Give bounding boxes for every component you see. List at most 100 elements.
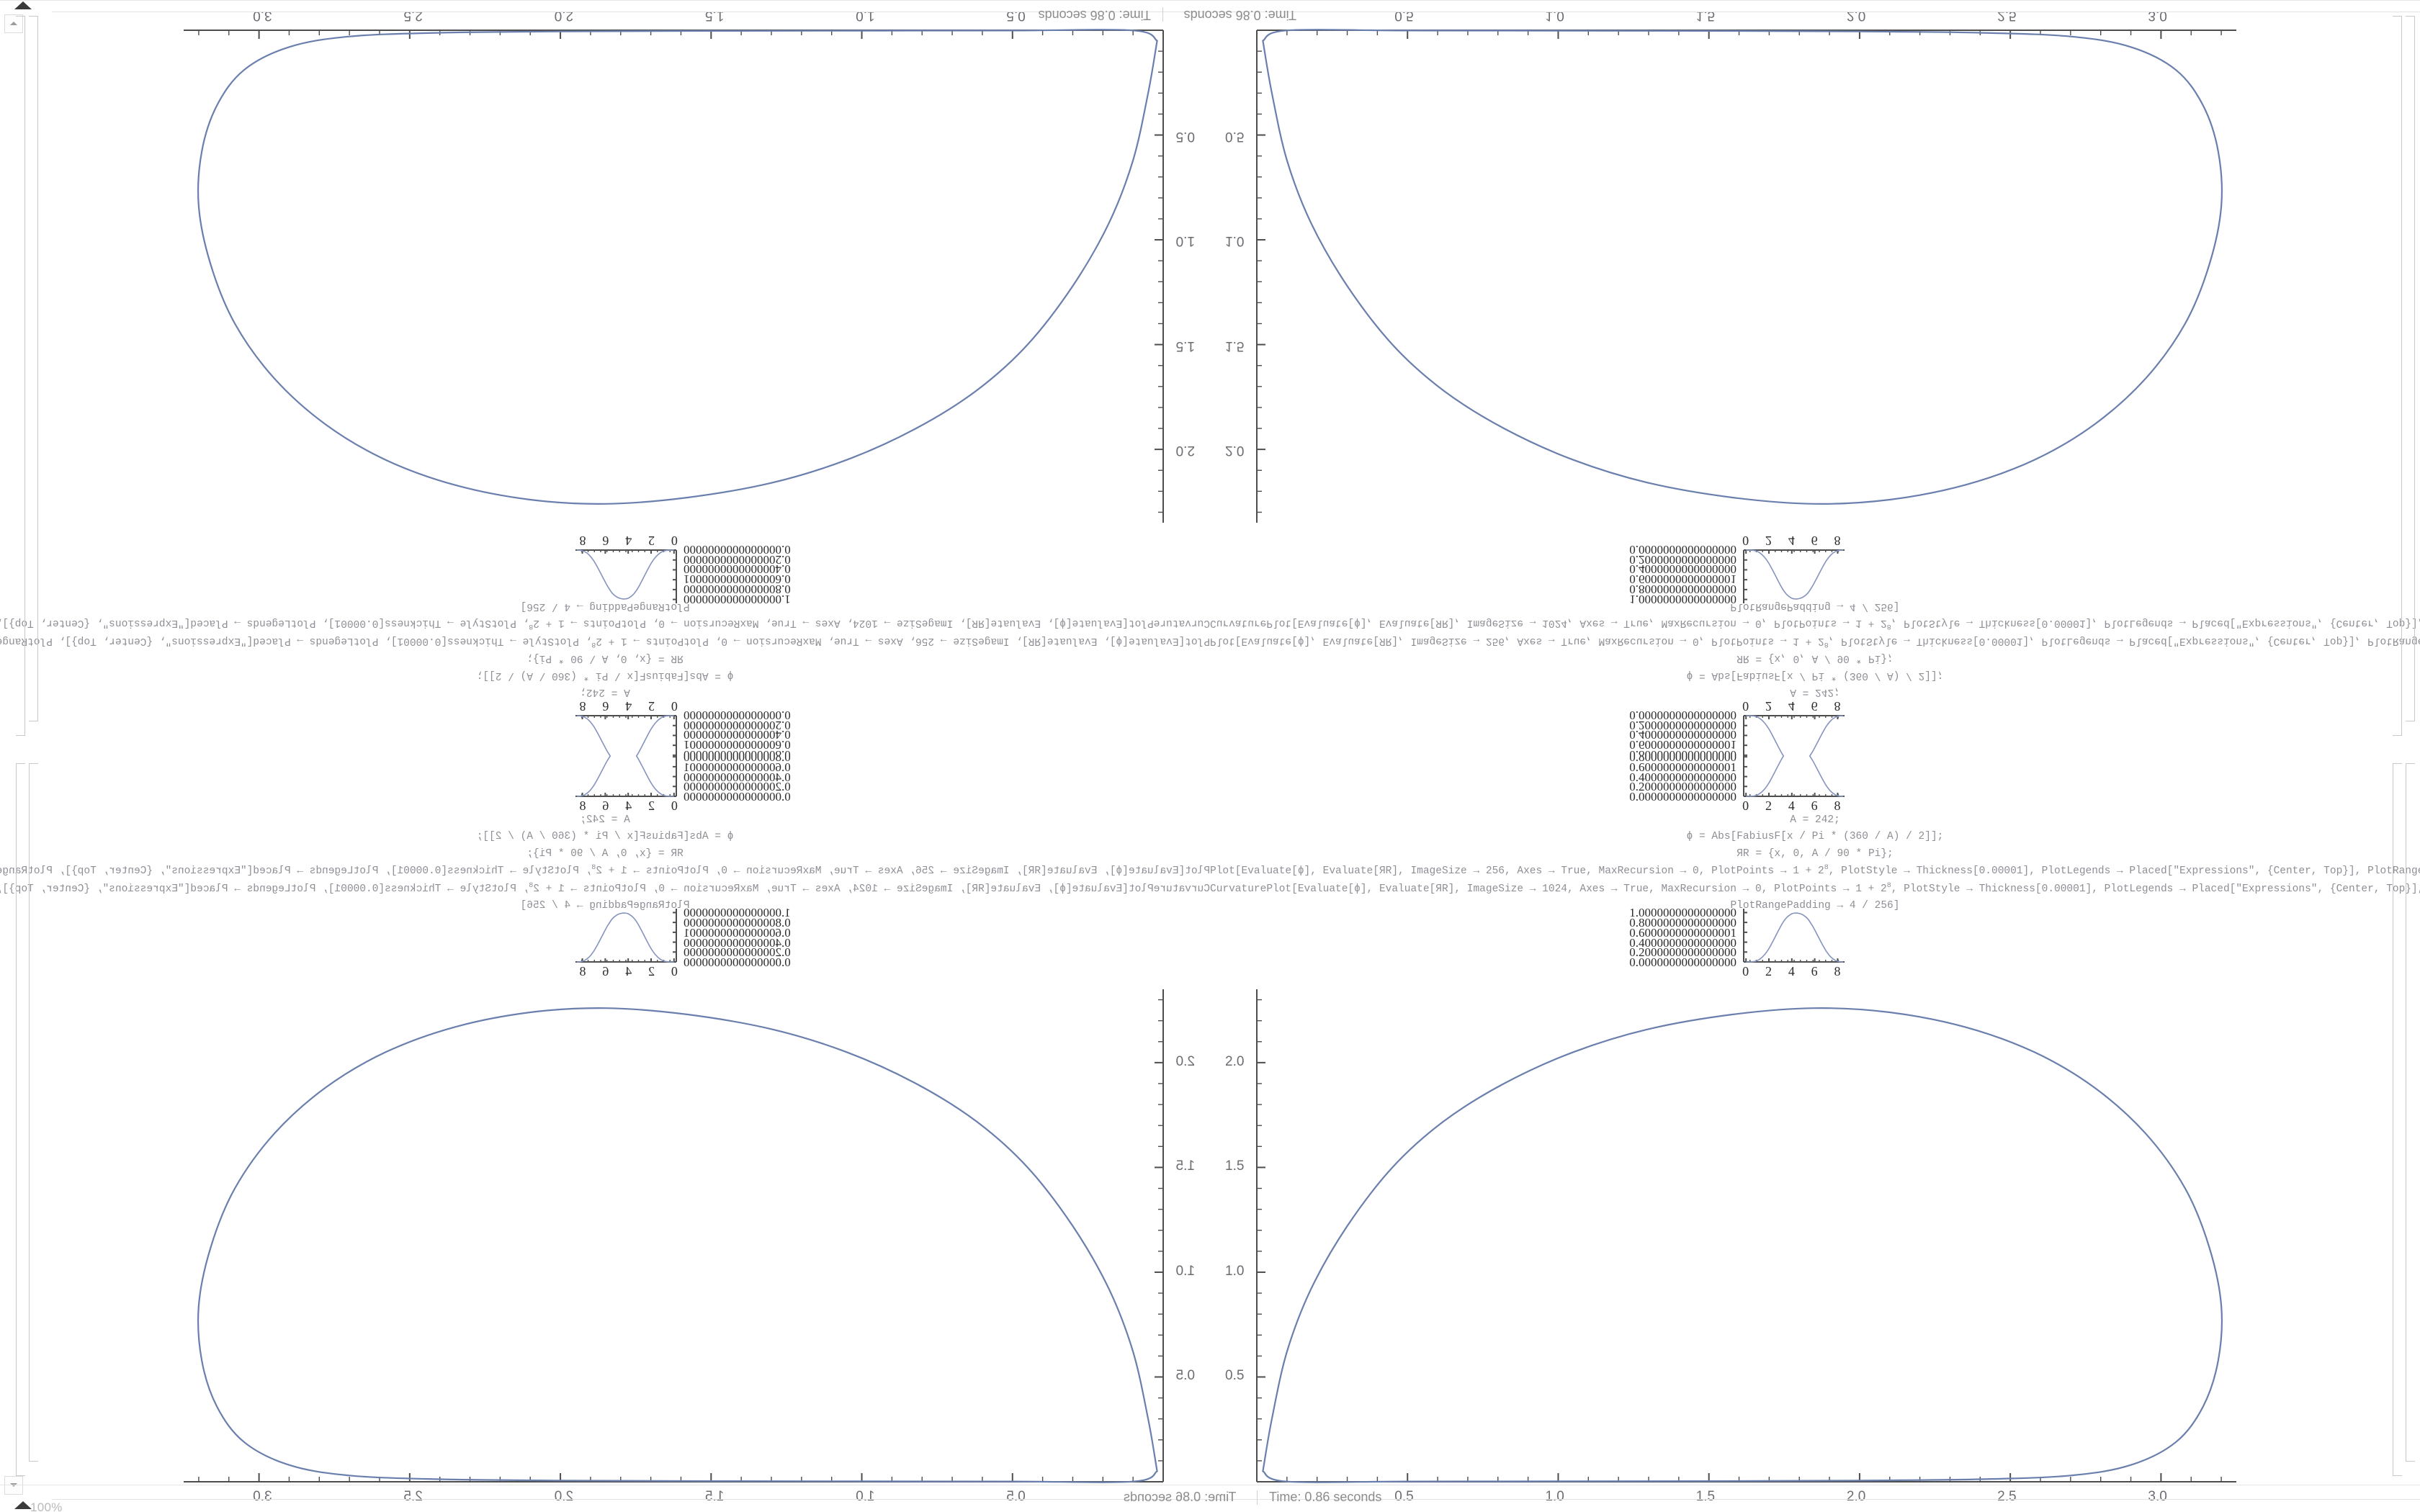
plot-axes — [1256, 30, 2236, 523]
legend-y-tick-label: 1.0000000000000000 — [1629, 906, 1736, 920]
legend-y-tick-label: 0.8000000000000000 — [1629, 756, 1736, 765]
y-tick-label: 0.5 — [1225, 128, 1245, 144]
code-line-5-b: , PlotStyle → Thickness[0.00001], PlotLe… — [0, 883, 529, 895]
y-tick-label: 2.0 — [1175, 443, 1195, 459]
y-tick-label: 1.5 — [1175, 338, 1195, 354]
code-exp-8: 8 — [529, 622, 534, 631]
cell-bracket-2[interactable] — [29, 16, 38, 721]
legend-x-tick-label: 6 — [602, 798, 609, 813]
legend-inset-curve — [576, 549, 674, 600]
legend-inset-top[interactable]: 1.00000000000000000.80000000000000000.60… — [574, 699, 791, 756]
code-line-4-b: , PlotStyle → Thickness[0.00001], PlotLe… — [1828, 865, 2420, 878]
y-tick-label: 1.5 — [1225, 338, 1245, 354]
code-line-4: Plot[Evaluate[ϕ], Evaluate[ЯR], ImageSiz… — [0, 863, 1210, 880]
code-line-4-b: , PlotStyle → Thickness[0.00001], PlotLe… — [0, 634, 592, 647]
legend-inset-curve — [1746, 715, 1844, 756]
code-exp-8: 8 — [529, 881, 534, 890]
y-tick-label: 2.0 — [1225, 1053, 1245, 1069]
y-tick-label: 0.5 — [1175, 128, 1195, 144]
legend-y-tick-label: 0.8000000000000000 — [1629, 916, 1736, 930]
code-line-2: ϕ = Abs[FabiusF[x / Pi * (360 / Α) / 2]]… — [476, 831, 734, 843]
legend-inset-top[interactable]: 1.00000000000000000.80000000000000000.60… — [1629, 699, 1846, 756]
code-line-4-a: Plot[Evaluate[ϕ], Evaluate[ЯR], ImageSiz… — [596, 865, 1210, 878]
legend-inset-top[interactable]: 1.00000000000000000.80000000000000000.60… — [574, 756, 791, 813]
legend-inset-bottom[interactable]: 1.0000000000000000 0.8000000000000000 0.60… — [1629, 534, 1846, 606]
legend-x-tick-label: 2 — [648, 798, 655, 813]
x-tick-label: 0.5 — [1394, 1489, 1414, 1504]
legend-inset-bottom[interactable]: 1.0000000000000000 0.8000000000000000 0.60… — [574, 534, 791, 606]
curvature-plot[interactable]: 0.5 1.0 1.5 2.0 2.5 3.0 0.5 1.0 1.5 2.0 — [169, 985, 1195, 1512]
chevron-up-icon-bottom[interactable] — [14, 1501, 32, 1509]
legend-inset-svg — [575, 715, 677, 756]
legend-inset-svg — [575, 756, 677, 797]
legend-inset-bottom[interactable]: 1.0000000000000000 0.8000000000000000 0.60… — [574, 906, 791, 978]
legend-x-tick-label: 0 — [1742, 699, 1749, 714]
cell-bracket-right-2[interactable] — [2406, 16, 2415, 721]
legend-x-tick-label: 2 — [648, 534, 655, 548]
scroll-up-button[interactable] — [4, 14, 23, 33]
statusbar-bottom: Time: 0.86 seconds Time: 0.86 seconds — [0, 1485, 2420, 1512]
legend-y-tick-label: 0.0000000000000000 — [1629, 708, 1736, 722]
notebook-panel: 0.51.01.52.02.53.0 0.51.01.52.0 1.000000… — [1210, 756, 2420, 1512]
statusbar-time-b: Time: 0.86 seconds — [1269, 1490, 1382, 1504]
legend-x-tick-label: 8 — [579, 798, 586, 813]
code-exp-8: 8 — [591, 639, 596, 648]
curvature-plot-svg — [184, 989, 1164, 1483]
legend-y-tick-label: 0.0000000000000000 — [1629, 955, 1736, 969]
curvature-curve — [197, 1007, 1158, 1483]
code-line-3: ЯR = {x, 0, Α / 90 * Pi}; — [526, 652, 684, 665]
legend-inset-curve — [576, 912, 674, 963]
y-tick-label: 1.0 — [1175, 1263, 1195, 1279]
legend-x-tick-label: 4 — [1788, 798, 1795, 813]
notebook-code-block[interactable]: Α = 242; ϕ = Abs[FabiusF[x / Pi * (360 /… — [1210, 812, 2420, 915]
triangle-up-icon — [10, 22, 17, 25]
legend-y-tick-label: 0.2000000000000000 — [1629, 780, 1736, 794]
code-line-4-a: Plot[Evaluate[ϕ], Evaluate[ЯR], ImageSiz… — [1210, 634, 1824, 647]
zoom-level-label-bottom[interactable]: 100% — [30, 1500, 63, 1512]
curvature-plot-svg — [184, 29, 1164, 523]
notebook-code-block[interactable]: Α = 242; ϕ = Abs[FabiusF[x / Pi * (360 /… — [0, 597, 1210, 700]
legend-y-tick-label: 0.0000000000000000 — [684, 543, 791, 557]
x-tick-label: 1.0 — [1545, 1489, 1564, 1504]
curvature-plot[interactable]: 0.5 1.0 1.5 2.0 2.5 3.0 0.5 1.0 1.5 2.0 — [1225, 0, 2251, 527]
statusbar-top: Time: 0.86 seconds Time: 0.86 seconds — [0, 0, 2420, 27]
legend-inset-top[interactable]: 1.00000000000000000.80000000000000000.60… — [1629, 756, 1846, 813]
code-line-6: PlotRangePadding → 4 / 256] — [1730, 900, 1900, 912]
cell-bracket-1[interactable] — [16, 16, 25, 736]
legend-x-tick-label: 0 — [1742, 798, 1749, 813]
legend-inset-svg — [1743, 756, 1845, 797]
legend-x-tick-label: 0 — [671, 699, 678, 714]
code-line-5: CurvaturePlot[Evaluate[ϕ], Evaluate[ЯR],… — [0, 614, 1210, 631]
legend-inset-bottom[interactable]: 1.0000000000000000 0.8000000000000000 0.60… — [1629, 906, 1846, 978]
statusbar-time-a: Time: 0.86 seconds — [1183, 8, 1296, 22]
curvature-curve — [1262, 29, 2223, 505]
cell-bracket-3[interactable] — [16, 763, 25, 1476]
cell-bracket-right-4[interactable] — [2406, 763, 2415, 1462]
x-tick-label: 1.5 — [1695, 1489, 1716, 1504]
legend-y-tick-label: 0.4000000000000000 — [1629, 770, 1736, 784]
code-line-4: Plot[Evaluate[ϕ], Evaluate[ЯR], ImageSiz… — [1210, 863, 2420, 880]
legend-y-tick-label: 0.0000000000000000 — [1629, 790, 1736, 804]
notebook-panel: 0.51.01.52.02.53.0 0.51.01.52.0 1.000000… — [0, 0, 1210, 756]
cell-bracket-4[interactable] — [29, 763, 38, 1462]
legend-inset-svg — [575, 909, 677, 963]
curvature-plot[interactable]: 0.5 1.0 1.5 2.0 2.5 3.0 0.5 1.0 1.5 2.0 — [169, 0, 1195, 527]
legend-inset-svg — [575, 549, 677, 603]
cell-bracket-right-3[interactable] — [2393, 763, 2402, 1476]
legend-inset-curve — [1746, 549, 1844, 600]
legend-inset-svg — [1743, 715, 1845, 756]
legend-x-tick-label: 4 — [1788, 964, 1795, 978]
notebook-panel: 0.51.01.52.02.53.0 0.51.01.52.0 1.000000… — [1210, 0, 2420, 756]
legend-y-tick-label: 0.0000000000000000 — [684, 790, 791, 804]
y-tick-label: 0.5 — [1225, 1368, 1245, 1384]
notebook-code-block[interactable]: Α = 242; ϕ = Abs[FabiusF[x / Pi * (360 /… — [1210, 597, 2420, 700]
plot-axes — [184, 989, 1164, 1482]
legend-x-tick-label: 0 — [671, 534, 678, 548]
cell-bracket-right-1[interactable] — [2393, 16, 2402, 736]
legend-x-tick-label: 2 — [1765, 964, 1772, 978]
notebook-code-block[interactable]: Α = 242; ϕ = Abs[FabiusF[x / Pi * (360 /… — [0, 812, 1210, 915]
curvature-plot[interactable]: 0.5 1.0 1.5 2.0 2.5 3.0 0.5 1.0 1.5 2.0 — [1225, 985, 2251, 1512]
y-tick-label: 2.0 — [1225, 443, 1245, 459]
quadrant-top-left: 0.51.01.52.02.53.0 0.51.01.52.0 1.000000… — [0, 0, 1210, 756]
